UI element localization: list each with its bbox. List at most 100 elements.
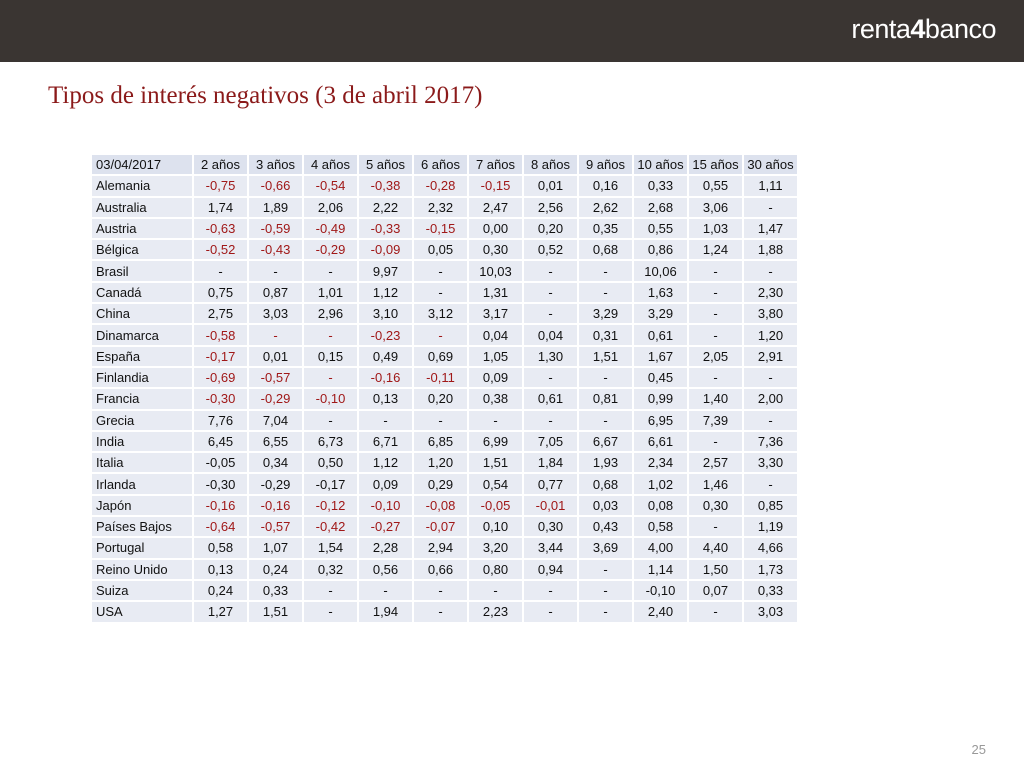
rate-cell: - [689,517,742,537]
rate-cell: 0,00 [469,218,522,239]
rate-cell: -0,15 [414,218,467,239]
rate-cell: - [249,325,302,345]
rate-cell: 1,84 [524,453,577,473]
rate-cell: 2,47 [469,197,522,217]
rate-cell: -0,08 [414,495,467,516]
rate-cell: 1,88 [744,240,797,260]
country-cell: Dinamarca [92,325,192,345]
rate-cell: 3,03 [249,304,302,324]
rate-cell: 7,36 [744,431,797,452]
rate-cell: 1,12 [359,282,412,303]
rate-cell: 0,68 [579,474,632,494]
page-number: 25 [971,742,986,757]
rate-cell: -0,54 [304,176,357,196]
rate-cell: 3,69 [579,538,632,558]
rate-cell: 3,10 [359,304,412,324]
rate-cell: - [689,367,742,388]
table-row: Alemania -0,75 -0,66 -0,54 -0,38 -0,28 -0,15 0,… [92,176,797,196]
rate-cell: 0,16 [579,176,632,196]
rate-cell: -0,12 [304,495,357,516]
rate-cell: 0,77 [524,474,577,494]
rate-cell: 6,85 [414,431,467,452]
brand-logo: renta4banco [851,14,996,44]
rate-cell: 0,01 [249,346,302,366]
rate-cell: 6,67 [579,431,632,452]
rate-cell: - [744,261,797,281]
rate-cell: -0,23 [359,325,412,345]
rate-cell: 4,66 [744,538,797,558]
rate-cell: -0,30 [194,389,247,409]
rate-cell: - [689,304,742,324]
rate-cell: -0,63 [194,218,247,239]
rate-cell: 0,29 [414,474,467,494]
rate-cell: -0,59 [249,218,302,239]
country-cell: Portugal [92,538,192,558]
rate-cell: 7,39 [689,410,742,430]
rate-cell: -0,42 [304,517,357,537]
table-header-cell: 30 años [744,155,797,175]
rate-cell: - [469,410,522,430]
rate-cell: 2,62 [579,197,632,217]
table-row: Italia -0,05 0,34 0,50 1,12 1,20 1,51 1,84 1,93 2… [92,453,797,473]
rate-cell: 1,14 [634,559,687,579]
rate-cell: 1,12 [359,453,412,473]
rate-cell: 3,29 [634,304,687,324]
rate-cell: 6,55 [249,431,302,452]
rate-cell: 2,28 [359,538,412,558]
rate-cell: - [744,367,797,388]
rate-cell: 3,06 [689,197,742,217]
rate-cell: 2,23 [469,602,522,622]
rate-cell: 1,67 [634,346,687,366]
page-title: Tipos de interés negativos (3 de abril 2… [48,82,483,109]
rate-cell: - [579,410,632,430]
rate-cell: 0,49 [359,346,412,366]
rate-cell: 1,05 [469,346,522,366]
rate-cell: 0,31 [579,325,632,345]
rate-cell: -0,15 [469,176,522,196]
rate-cell: - [744,410,797,430]
rate-cell: 1,31 [469,282,522,303]
rate-cell: - [689,325,742,345]
table-row: Japón -0,16 -0,16 -0,12 -0,10 -0,08 -0,05 -0,01… [92,495,797,516]
rate-cell: - [744,197,797,217]
rate-cell: 0,03 [579,495,632,516]
rate-cell: -0,29 [304,240,357,260]
rate-cell: 2,30 [744,282,797,303]
rate-cell: 1,24 [689,240,742,260]
rate-cell: -0,09 [359,240,412,260]
rate-cell: 3,03 [744,602,797,622]
rate-cell: -0,43 [249,240,302,260]
rate-cell: 1,46 [689,474,742,494]
rate-cell: 1,20 [744,325,797,345]
country-cell: Japón [92,495,192,516]
rate-cell: -0,52 [194,240,247,260]
rate-cell: 1,27 [194,602,247,622]
rate-cell: -0,16 [359,367,412,388]
rate-cell: -0,28 [414,176,467,196]
country-cell: Bélgica [92,240,192,260]
rate-cell: 1,51 [469,453,522,473]
rate-cell: - [359,410,412,430]
rate-cell: 0,33 [249,580,302,601]
rate-cell: -0,30 [194,474,247,494]
interest-rates-table: 03/04/2017 2 años 3 años 4 años 5 años 6 años… [90,153,799,624]
rate-cell: 1,51 [249,602,302,622]
rate-cell: 1,30 [524,346,577,366]
table-row: Brasil - - -9,97-10,03- -10,06- - [92,261,797,281]
country-cell: USA [92,602,192,622]
country-cell: Australia [92,197,192,217]
table-row: USA 1,27 1,51-1,94-2,23- -2,40-3,03 [92,602,797,622]
rate-cell: - [249,261,302,281]
rate-cell: 0,07 [689,580,742,601]
rate-cell: - [524,367,577,388]
rate-cell: 6,73 [304,431,357,452]
table-header-cell: 9 años [579,155,632,175]
rate-cell: 2,00 [744,389,797,409]
table-row: Suiza 0,24 0,33- - - - - - -0,10 0,07 0,33 [92,580,797,601]
table-row: Finlandia -0,69 -0,57- -0,16 -0,11 0,09- -0,45… [92,367,797,388]
rate-cell: - [414,261,467,281]
rate-cell: 0,24 [249,559,302,579]
rate-cell: 0,38 [469,389,522,409]
rate-cell: 7,05 [524,431,577,452]
rate-cell: -0,10 [634,580,687,601]
